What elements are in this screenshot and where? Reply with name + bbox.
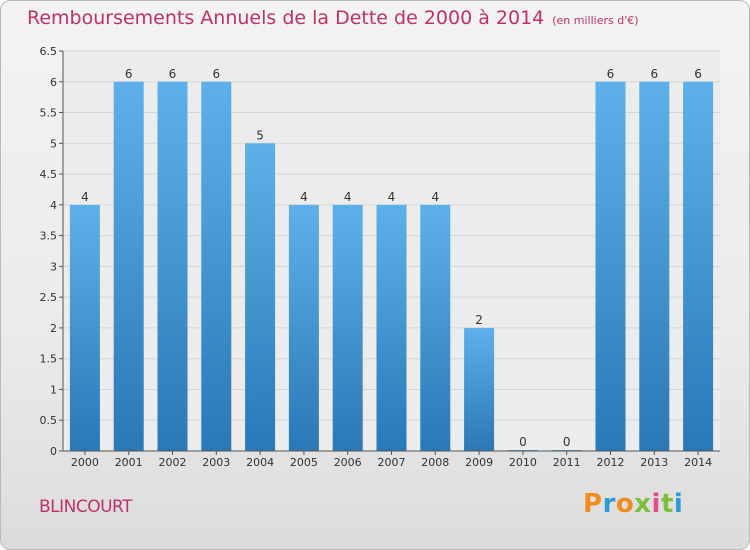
x-axis-ticks: 2000 2001 2002 2003 2004 2005 2006 2007 2008 2009…: [71, 451, 712, 469]
x-tick-label: 2002: [159, 456, 187, 469]
x-tick-label: 2014: [684, 456, 712, 469]
logo-letter: o: [615, 489, 635, 519]
bar-2006: [332, 204, 363, 451]
y-tick-label: 0.5: [40, 414, 58, 427]
x-tick-label: 2009: [465, 456, 493, 469]
bar-2009: [464, 327, 495, 451]
x-tick-label: 2005: [290, 456, 318, 469]
data-label: 6: [694, 67, 702, 81]
y-tick-label: 3: [50, 260, 57, 273]
y-tick-label: 6.5: [40, 45, 58, 58]
y-tick-label: 4.5: [40, 168, 58, 181]
y-tick-label: 3.5: [40, 230, 58, 243]
logo-letter: t: [660, 489, 674, 519]
data-label: 0: [519, 435, 527, 449]
y-tick-label: 4: [50, 199, 57, 212]
bar-2005: [288, 204, 319, 451]
bar-2000: [69, 204, 100, 451]
commune-name: BLINCOURT: [39, 497, 133, 517]
bar-2003: [201, 81, 232, 452]
logo-letter: x: [634, 489, 652, 519]
x-tick-label: 2010: [509, 456, 537, 469]
y-axis-ticks: 0 0.5 1 1.5 2 2.5 3 3.5 4 4.5 5 5.5 6 6.5: [40, 45, 63, 458]
x-tick-label: 2011: [553, 456, 581, 469]
x-tick-label: 2001: [115, 456, 143, 469]
x-tick-label: 2007: [378, 456, 406, 469]
x-tick-label: 2006: [334, 456, 362, 469]
bar-2002: [157, 81, 188, 452]
x-tick-label: 2012: [597, 456, 625, 469]
bar-2008: [420, 204, 451, 451]
x-tick-label: 2000: [71, 456, 99, 469]
bar-2004: [245, 143, 276, 452]
y-tick-label: 2: [50, 322, 57, 335]
bar-2007: [376, 204, 407, 451]
y-tick-label: 5: [50, 137, 57, 150]
data-label: 2: [475, 313, 483, 327]
bar-2014: [683, 81, 714, 452]
data-label: 0: [563, 435, 571, 449]
y-tick-label: 5.5: [40, 107, 58, 120]
x-tick-label: 2013: [640, 456, 668, 469]
x-tick-label: 2003: [202, 456, 230, 469]
y-tick-label: 1: [50, 383, 57, 396]
y-tick-label: 6: [50, 76, 57, 89]
y-tick-label: 0: [50, 445, 57, 458]
logo-letter: r: [602, 489, 616, 519]
data-label: 6: [607, 67, 615, 81]
data-label: 6: [125, 67, 133, 81]
data-label: 4: [81, 190, 89, 204]
bar-2013: [639, 81, 670, 452]
x-tick-label: 2004: [246, 456, 274, 469]
bar-2012: [595, 81, 626, 452]
y-tick-label: 2.5: [40, 291, 58, 304]
data-label: 4: [344, 190, 352, 204]
bars: [69, 81, 714, 452]
chart-title: Remboursements Annuels de la Dette de 20…: [27, 7, 639, 29]
data-labels: 4 6 6 6 5 4 4 4 4 2 0 0 6 6 6: [81, 67, 702, 449]
data-label: 6: [169, 67, 177, 81]
bar-2001: [113, 81, 144, 452]
logo-letter: i: [651, 489, 661, 519]
data-label: 5: [256, 128, 264, 142]
logo-letter: i: [673, 489, 684, 519]
data-label: 6: [212, 67, 220, 81]
proxiti-logo: Proxiti: [583, 489, 683, 519]
unit-text: (en milliers d'€): [552, 14, 639, 27]
data-label: 6: [650, 67, 658, 81]
x-tick-label: 2008: [421, 456, 449, 469]
title-text: Remboursements Annuels de la Dette de 20…: [27, 7, 545, 29]
logo-letter: P: [583, 489, 603, 519]
data-label: 4: [388, 190, 396, 204]
data-label: 4: [431, 190, 439, 204]
data-label: 4: [300, 190, 308, 204]
y-tick-label: 1.5: [40, 353, 58, 366]
